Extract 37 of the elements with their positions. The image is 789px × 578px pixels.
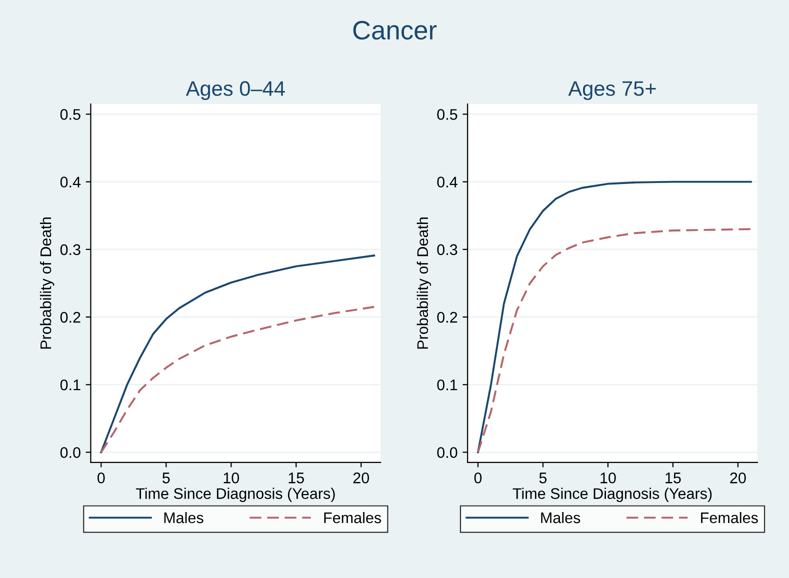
y-tick-label: 0.4 (60, 176, 81, 188)
x-tick-label: 0 (474, 472, 482, 484)
y-tick-label: 0.1 (60, 380, 80, 390)
x-tick-label: 20 (730, 472, 746, 484)
x-tick-label: 10 (224, 472, 240, 484)
y-tick-label: 0.0 (437, 447, 458, 458)
y-tick-label: 0.1 (437, 380, 458, 390)
y-axis-title: Probability of Death (40, 218, 54, 349)
legend-label: Males (164, 512, 204, 524)
line-series (476, 180, 752, 454)
chart-title: Ages 75+ (568, 81, 656, 100)
x-axis-title: Time Since Diagnosis (Years) (512, 488, 712, 502)
y-tick-label: 0.3 (60, 244, 80, 256)
x-tick-label: 20 (353, 472, 370, 484)
y-tick-label: 0.0 (60, 447, 80, 458)
y-tick-label: 0.5 (437, 109, 458, 120)
x-tick-label: 10 (600, 472, 616, 484)
x-tick-label: 5 (539, 472, 547, 484)
line-series (100, 254, 376, 454)
x-tick-label: 15 (666, 472, 681, 484)
line-series (476, 228, 752, 454)
legend-label: Females (701, 512, 758, 524)
x-tick-label: 0 (97, 472, 105, 484)
y-axis-title: Probability of Death (416, 218, 432, 349)
x-axis-title: Time Since Diagnosis (Years) (136, 488, 335, 502)
chart-title: Ages 0–44 (186, 81, 285, 100)
y-tick-label: 0.5 (60, 109, 80, 120)
legend-label: Males (541, 512, 580, 524)
text: Cancer (353, 20, 437, 40)
y-tick-label: 0.3 (437, 244, 458, 256)
legend-label: Females (324, 512, 382, 524)
line-series (100, 306, 376, 454)
y-tick-label: 0.2 (60, 312, 80, 323)
x-tick-label: 5 (162, 472, 170, 484)
y-tick-label: 0.2 (437, 312, 458, 323)
x-tick-label: 15 (288, 472, 304, 484)
y-tick-label: 0.4 (437, 176, 458, 188)
